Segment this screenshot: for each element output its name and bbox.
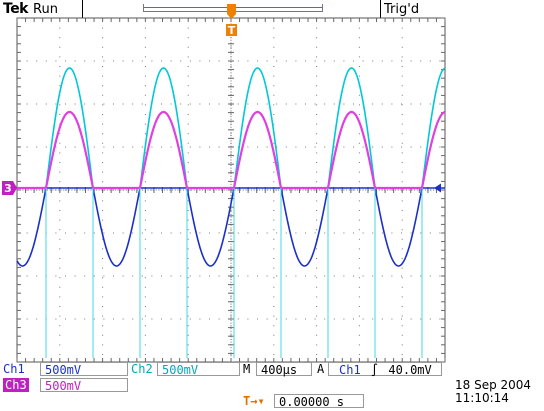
timebase-scale[interactable]: 400µs [256, 362, 312, 377]
trigger-arrow-icon [227, 14, 236, 19]
trigger-tag-label: T [228, 24, 236, 37]
timebase-label: M [243, 362, 251, 376]
ch3-marker-label: 3 [4, 182, 12, 195]
ch2-spikes [45, 188, 423, 358]
rising-edge-icon: ∫ [370, 363, 379, 377]
ch3-scale[interactable]: 500mV [40, 378, 128, 393]
trigger-position-marker[interactable]: T [226, 4, 237, 37]
trigger-level-icon[interactable] [434, 183, 441, 193]
ch1-waveform [16, 187, 445, 267]
trigger-source: Ch1 [339, 363, 361, 377]
time-readout: 11:10:14 [455, 391, 509, 405]
trigger-mode: A [317, 362, 325, 376]
acquisition-state: Run [33, 2, 58, 17]
header-divider [82, 0, 83, 18]
ch1-scale[interactable]: 500mV [40, 362, 128, 377]
readout-bar: Ch1 500mV Ch2 500mV M 400µs A Ch1 ∫ 40.0… [0, 361, 544, 411]
trigger-status: Trig'd [384, 2, 420, 17]
ch3-waveform [17, 110, 446, 190]
trigger-level: 40.0mV [388, 363, 432, 377]
brand-logo: Tek [3, 1, 29, 17]
header-divider [380, 0, 381, 18]
trigger-offset-value[interactable]: 0.00000 s [274, 394, 364, 409]
graticule [16, 17, 446, 363]
trigger-tag-icon [226, 24, 237, 36]
ch2-scale[interactable]: 500mV [157, 362, 240, 377]
ch3-ground-marker[interactable]: 3 [2, 181, 17, 195]
date-readout: 18 Sep 2004 [455, 378, 532, 392]
ch3-label[interactable]: Ch3 [3, 378, 29, 392]
ch1-label[interactable]: Ch1 [3, 362, 25, 376]
trigger-offset-icon: T→▾ [243, 394, 265, 408]
ch3-marker-icon [2, 181, 17, 195]
waveforms [16, 67, 446, 358]
trigger-flag-icon [227, 4, 236, 14]
trigger-readout[interactable]: Ch1 ∫ 40.0mV [328, 362, 442, 377]
ch2-label[interactable]: Ch2 [131, 362, 153, 376]
